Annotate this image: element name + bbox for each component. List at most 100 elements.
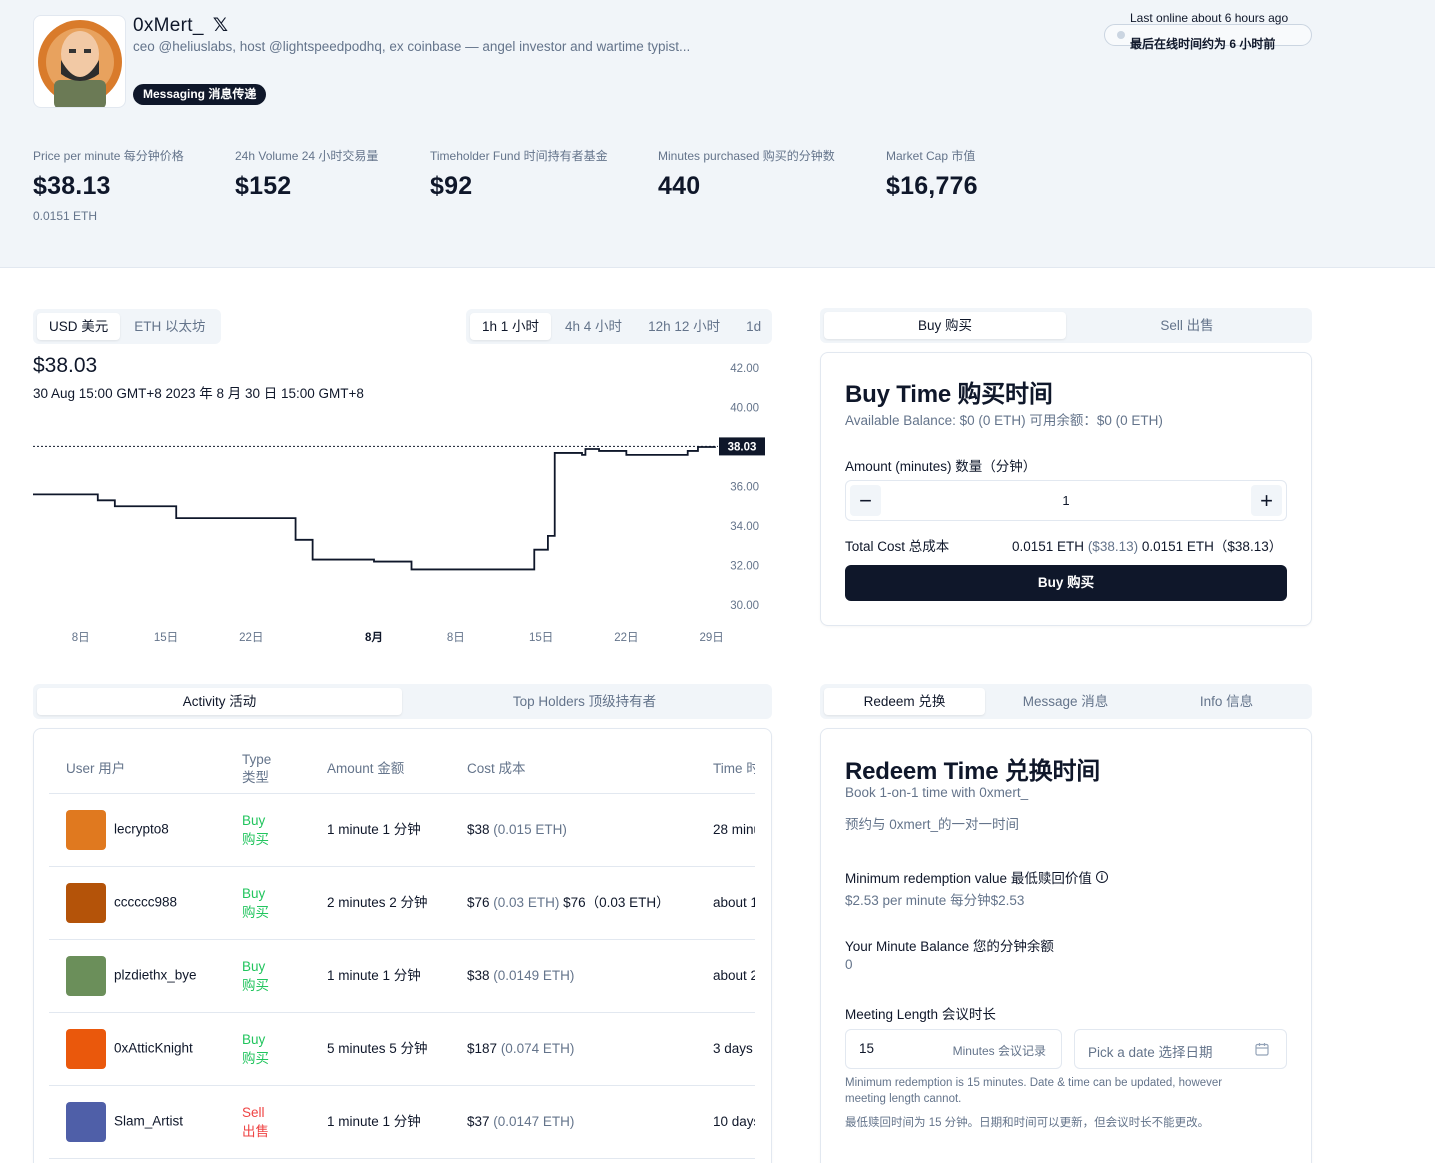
cost-eth: (0.0147 ETH) <box>493 1114 575 1129</box>
type-zh: 购买 <box>242 977 269 993</box>
cell-time: about 1 hour ago <box>713 866 755 940</box>
profile-header: 0xMert_ 𝕏 ceo @heliuslabs, host @lightsp… <box>0 0 1435 268</box>
tab-sell[interactable]: Sell 出售 <box>1160 318 1214 333</box>
y-tick-label: 40.00 <box>730 403 759 415</box>
increment-button[interactable]: + <box>1251 485 1282 516</box>
y-tick-label: 42.00 <box>730 363 759 375</box>
buy-card-title: Buy Time 购买时间 <box>845 381 1053 408</box>
date-picker[interactable]: Pick a date 选择日期 <box>1074 1029 1287 1069</box>
buy-button[interactable]: Buy 购买 <box>845 565 1287 601</box>
stat-value: $38.13 <box>33 172 111 200</box>
table-row[interactable]: plzdiethx_bye Buy 购买 1 minute 1 分钟 $38 (0.01… <box>49 939 755 1013</box>
meeting-length-value: 15 <box>859 1041 875 1056</box>
currency-eth[interactable]: ETH 以太坊 <box>134 319 206 334</box>
table-row[interactable]: Slam_Artist Sell 出售 1 minute 1 分钟 $37 (0.014… <box>49 1085 755 1159</box>
amount-input[interactable] <box>886 481 1246 520</box>
x-twitter-icon[interactable]: 𝕏 <box>212 15 229 36</box>
stat-label: Price per minute 每分钟价格 <box>33 149 184 163</box>
current-price-tag-label: 38.03 <box>728 441 757 453</box>
total-cost-label: Total Cost 总成本 <box>845 539 950 554</box>
redemption-note-zh: 最低赎回时间为 15 分钟。日期和时间可以更新，但会议时长不能更改。 <box>845 1117 1210 1129</box>
range-4h[interactable]: 4h 4 小时 <box>565 319 623 334</box>
x-tick-label: 15日 <box>529 632 553 644</box>
user-avatar[interactable] <box>66 955 106 996</box>
stat-value: $152 <box>235 172 292 200</box>
user-name[interactable]: lecrypto8 <box>114 821 169 837</box>
buy-sell-tabs: Buy 购买 Sell 出售 <box>820 308 1312 343</box>
cell-user: plzdiethx_bye <box>49 939 242 1013</box>
decrement-button[interactable]: − <box>850 485 881 516</box>
type-zh: 出售 <box>242 1123 269 1139</box>
profile-name-row: 0xMert_ 𝕏 <box>133 14 228 37</box>
tab-message[interactable]: Message 消息 <box>1022 694 1109 709</box>
tab-info[interactable]: Info 信息 <box>1199 694 1254 709</box>
type-en: Buy <box>242 885 266 901</box>
range-1d[interactable]: 1d <box>746 319 762 334</box>
user-avatar[interactable] <box>66 1028 106 1069</box>
tab-activity[interactable]: Activity 活动 <box>37 688 402 715</box>
tab-buy[interactable]: Buy 购买 <box>824 312 1066 339</box>
user-avatar[interactable] <box>66 882 106 923</box>
cell-cost: $76 (0.03 ETH) $76（0.03 ETH） <box>467 866 713 940</box>
y-tick-label: 32.00 <box>730 561 759 573</box>
min-redemption-value: $2.53 per minute 每分钟$2.53 <box>845 893 1025 908</box>
x-tick-label: 15日 <box>154 632 178 644</box>
cost-eth: (0.074 ETH) <box>500 1041 575 1056</box>
user-name[interactable]: 0xAtticKnight <box>114 1040 193 1056</box>
messaging-badge[interactable]: Messaging 消息传递 <box>133 84 267 105</box>
chart-current-price: $38.03 <box>33 354 98 377</box>
stat-minutes-purchased: Minutes purchased 购买的分钟数 440 <box>658 147 835 201</box>
activity-tabs: Activity 活动 Top Holders 顶级持有者 <box>33 684 772 719</box>
cell-user: lecrypto8 <box>49 793 242 867</box>
stat-label: 24h Volume 24 小时交易量 <box>235 149 379 163</box>
cell-type: Buy 购买 <box>242 793 327 867</box>
y-tick-label: 36.00 <box>730 482 759 494</box>
price-chart[interactable]: 42.0040.0038.0036.0034.0032.0030.008日15日… <box>0 355 790 655</box>
user-name[interactable]: Slam_Artist <box>114 1113 184 1129</box>
table-row[interactable]: lecrypto8 Buy 购买 1 minute 1 分钟 $38 (0.015 ET… <box>49 793 755 867</box>
x-tick-label: 8日 <box>447 632 465 644</box>
tab-top-holders[interactable]: Top Holders 顶级持有者 <box>512 694 657 709</box>
col-time: Time 时间 <box>713 745 755 794</box>
range-12h[interactable]: 12h 12 小时 <box>648 319 721 334</box>
cell-amount: 1 minute 1 分钟 <box>327 939 467 1013</box>
chart-current-date: 30 Aug 15:00 GMT+8 2023 年 8 月 30 日 15:00… <box>33 386 364 401</box>
user-name[interactable]: cccccc988 <box>114 894 178 910</box>
currency-toggle: USD 美元 ETH 以太坊 <box>33 309 221 344</box>
range-1h[interactable]: 1h 1 小时 <box>470 313 552 340</box>
profile-name: 0xMert_ <box>133 14 204 36</box>
cost-eth: (0.0149 ETH) <box>493 968 575 983</box>
cell-cost: $187 (0.074 ETH) <box>467 1012 713 1086</box>
type-zh: 购买 <box>242 1050 269 1066</box>
meeting-length-input[interactable]: 15 Minutes 会议记录 <box>845 1029 1062 1069</box>
table-row[interactable]: 0xAtticKnight Buy 购买 5 minutes 5 分钟 $187 (0.… <box>49 1012 755 1086</box>
user-avatar[interactable] <box>66 1101 106 1142</box>
stat-sub: 0.0151 ETH <box>33 209 98 223</box>
x-tick-label: 29日 <box>699 632 723 644</box>
user-avatar[interactable] <box>66 809 106 850</box>
minute-balance-label: Your Minute Balance 您的分钟余额 <box>845 939 1054 954</box>
cell-user: Slam_Artist <box>49 1085 242 1159</box>
tab-redeem[interactable]: Redeem 兑换 <box>824 688 985 715</box>
current-price-tag <box>719 437 765 456</box>
cell-time: about 2 hours ago <box>713 939 755 1013</box>
calendar-icon <box>1255 1042 1269 1059</box>
redeem-card: Redeem Time 兑换时间 Book 1-on-1 time with 0… <box>820 728 1312 1163</box>
info-icon[interactable]: i <box>1095 871 1108 883</box>
currency-usd[interactable]: USD 美元 <box>37 313 121 340</box>
cost-usd: $38 <box>467 822 490 837</box>
cost-usd: $38 <box>467 968 490 983</box>
redeem-subtitle-en: Book 1-on-1 time with 0xmert_ <box>845 785 1029 800</box>
table-header-row: User 用户 Type 类型 Amount 金额 Cost 成本 Time 时… <box>49 745 755 794</box>
online-status-en: Last online about 6 hours ago <box>1130 11 1289 25</box>
profile-avatar <box>33 15 126 108</box>
y-tick-label: 34.00 <box>730 521 759 533</box>
col-user: User 用户 <box>49 745 242 794</box>
total-cost-zh: 0.0151 ETH（$38.13） <box>1141 539 1283 554</box>
cost-eth: (0.015 ETH) <box>493 822 567 837</box>
user-name[interactable]: plzdiethx_bye <box>114 967 197 983</box>
cell-user: 0xAtticKnight <box>49 1012 242 1086</box>
cell-amount: 1 minute 1 分钟 <box>327 793 467 867</box>
total-cost-usd: ($38.13) <box>1087 539 1139 554</box>
table-row[interactable]: cccccc988 Buy 购买 2 minutes 2 分钟 $76 (0.03 ET… <box>49 866 755 940</box>
